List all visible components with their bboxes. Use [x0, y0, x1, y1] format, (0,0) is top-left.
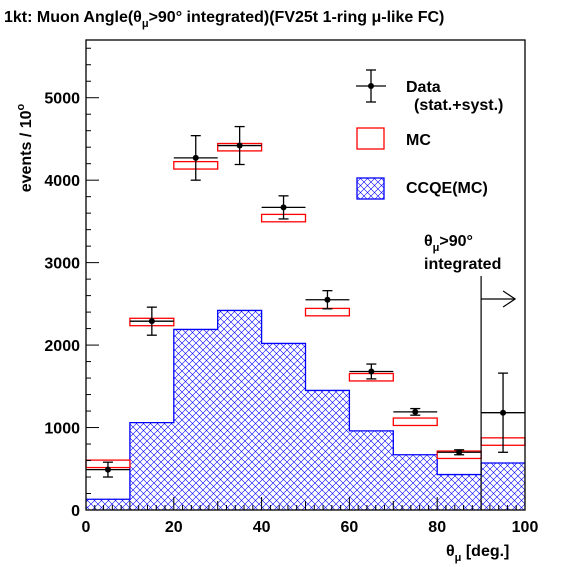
data-marker: [236, 142, 243, 149]
data-marker: [368, 368, 375, 375]
x-tick-label: 40: [253, 519, 271, 536]
y-tick-label: 0: [71, 503, 80, 520]
data-point: [86, 461, 130, 478]
data-point: [481, 372, 525, 453]
data-point: [393, 407, 438, 416]
data-point: [305, 290, 350, 310]
integration-annotation: θμ>90° integrated: [424, 233, 517, 510]
legend-ccqe-box: [356, 177, 385, 200]
legend-mc-box: [356, 127, 385, 150]
annotation-theta-label: θμ>90°: [424, 233, 473, 254]
data-point: [437, 449, 482, 456]
y-axis-label: events / 10o: [15, 103, 35, 192]
x-tick-label: 0: [82, 519, 91, 536]
x-tick-label: 20: [165, 519, 183, 536]
y-tick-label: 1000: [44, 421, 80, 438]
data-marker: [280, 204, 287, 211]
data-marker: [500, 409, 507, 416]
y-tick-label: 5000: [44, 91, 80, 108]
ccqe-fill: [86, 310, 525, 510]
legend-mc-label: MC: [406, 132, 431, 149]
x-tick-label: 100: [512, 519, 539, 536]
data-point: [217, 125, 262, 166]
legend-data-marker: [356, 69, 386, 103]
mc-box: [304, 307, 351, 317]
chart-title: 1kt: Muon Angle(θμ>90° integrated)(FV25t…: [4, 9, 444, 30]
x-tick-label: 80: [428, 519, 446, 536]
data-marker: [456, 449, 463, 456]
data-marker: [148, 318, 155, 325]
data-points: [86, 125, 525, 478]
data-point: [129, 306, 174, 336]
data-marker: [104, 466, 111, 473]
data-point: [173, 134, 218, 181]
y-tick-label: 3000: [44, 256, 80, 273]
ccqe-outline: [86, 309, 525, 500]
legend-data-sublabel: (stat.+syst.): [414, 97, 503, 114]
x-axis-label: θμ [deg.]: [446, 543, 509, 564]
data-marker: [412, 408, 419, 415]
legend-data-label: Data: [406, 79, 441, 96]
y-tick-label: 2000: [44, 338, 80, 355]
annotation-integrated-label: integrated: [424, 256, 501, 273]
data-point: [349, 363, 394, 380]
legend-ccqe-label: CCQE(MC): [406, 180, 488, 197]
x-tick-label: 60: [341, 519, 359, 536]
mc-box: [392, 417, 438, 427]
legend: Data (stat.+syst.) MC CCQE(MC): [356, 69, 503, 200]
integration-arrowhead: [502, 290, 517, 308]
data-point: [261, 195, 306, 220]
data-marker: [192, 154, 199, 161]
data-marker: [324, 296, 331, 303]
ccqe-histogram: [86, 309, 525, 510]
y-tick-label: 4000: [44, 173, 80, 190]
